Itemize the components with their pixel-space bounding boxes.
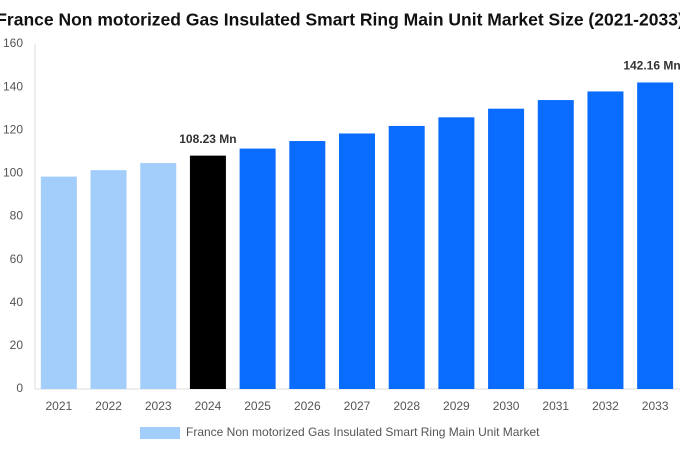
value-label: 142.16 Mn (623, 59, 680, 73)
legend-label: France Non motorized Gas Insulated Smart… (186, 425, 540, 439)
bar (90, 170, 127, 389)
x-tick-label: 2033 (642, 399, 669, 413)
y-tick-label: 80 (10, 209, 24, 223)
y-tick-label: 40 (10, 295, 24, 309)
x-tick-label: 2028 (393, 399, 420, 413)
bar (189, 155, 226, 389)
x-tick-label: 2029 (443, 399, 470, 413)
bar (488, 108, 525, 389)
y-tick-label: 140 (3, 79, 23, 93)
y-tick-label: 100 (3, 166, 23, 180)
bar (289, 141, 326, 389)
value-label: 108.23 Mn (179, 132, 236, 146)
x-tick-label: 2031 (542, 399, 569, 413)
x-tick-label: 2027 (344, 399, 371, 413)
bar (537, 100, 574, 389)
y-tick-label: 160 (3, 36, 23, 50)
x-tick-label: 2024 (195, 399, 222, 413)
bar (40, 176, 77, 389)
x-tick-label: 2032 (592, 399, 619, 413)
x-tick-label: 2026 (294, 399, 321, 413)
bar (388, 125, 425, 389)
chart-title: France Non motorized Gas Insulated Smart… (0, 10, 680, 30)
y-tick-label: 20 (10, 338, 24, 352)
bar (587, 91, 624, 389)
x-tick-label: 2021 (45, 399, 72, 413)
x-tick-label: 2023 (145, 399, 172, 413)
legend-swatch (140, 427, 180, 439)
x-tick-label: 2022 (95, 399, 122, 413)
bar (637, 82, 674, 389)
bar (239, 148, 276, 389)
x-tick-label: 2030 (493, 399, 520, 413)
bar (438, 117, 475, 389)
bar (339, 133, 375, 389)
y-tick-label: 0 (16, 381, 23, 395)
x-tick-label: 2025 (244, 399, 271, 413)
y-tick-label: 60 (10, 252, 24, 266)
y-tick-label: 120 (3, 122, 23, 136)
bar (140, 163, 177, 389)
